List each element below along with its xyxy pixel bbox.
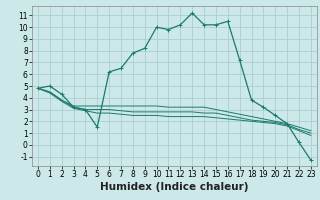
X-axis label: Humidex (Indice chaleur): Humidex (Indice chaleur) — [100, 182, 249, 192]
